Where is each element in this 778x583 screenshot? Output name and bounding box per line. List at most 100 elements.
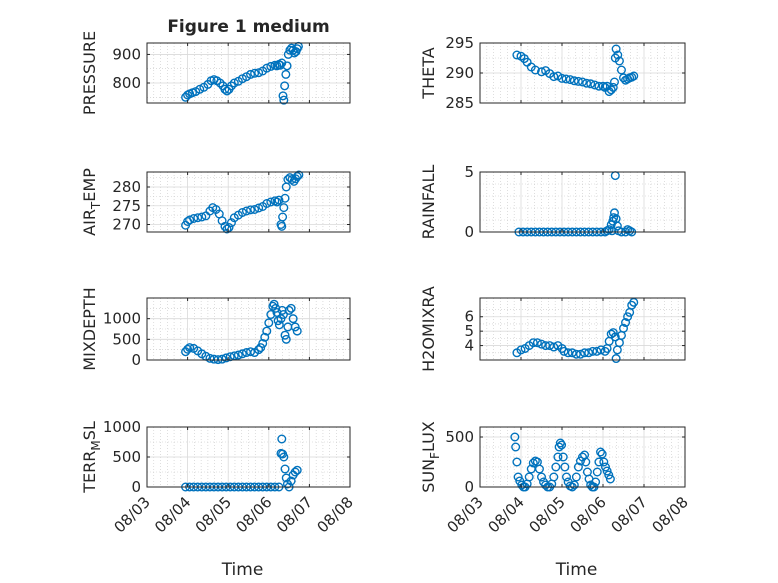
data-point [578, 77, 588, 87]
data-point [237, 349, 247, 359]
data-point [266, 310, 276, 320]
y-axis-label-subscript: M [89, 440, 103, 450]
data-point [262, 63, 272, 73]
data-point [600, 462, 610, 472]
data-point [279, 203, 289, 213]
data-point [549, 72, 559, 82]
x-tick-label: 08/06 [567, 493, 610, 536]
data-point [246, 205, 256, 215]
y-axis-label-main: SUN [419, 459, 438, 493]
scatter-series [512, 297, 639, 364]
y-tick-label: 5 [464, 322, 474, 340]
data-point [530, 65, 540, 75]
data-point [513, 472, 523, 482]
data-point [229, 78, 239, 88]
y-axis-label: TERRMSL [80, 421, 103, 494]
data-point [222, 86, 232, 96]
y-axis-label: AIRTEMP [80, 168, 103, 236]
data-point [621, 318, 631, 328]
subplot-1: 800 900 PRESSURE Figure 1 medium [80, 17, 351, 115]
data-point [608, 82, 618, 92]
y-tick-label: 285 [445, 94, 474, 112]
y-axis-label: PRESSURE [80, 31, 99, 115]
data-point [592, 467, 602, 477]
data-point [555, 438, 565, 448]
y-axis-label-subscript: F [428, 452, 442, 459]
data-point [582, 78, 592, 88]
data-point [524, 472, 534, 482]
data-point [516, 345, 526, 355]
y-axis-label: THETA [419, 47, 438, 99]
data-point [532, 338, 542, 348]
x-tick-label: 08/08 [649, 493, 692, 536]
scatter-series [181, 41, 303, 105]
data-point [606, 85, 616, 95]
data-point [597, 449, 607, 459]
subplot-6: 456 H2OMIXRA [419, 286, 686, 372]
data-point [567, 348, 577, 358]
data-point [580, 348, 590, 358]
data-point [604, 470, 614, 480]
data-point [551, 462, 561, 472]
x-tick-label: 08/08 [314, 493, 357, 536]
chart-title: Figure 1 medium [167, 17, 329, 37]
data-point [254, 68, 264, 78]
y-tick-label: 500 [445, 428, 474, 446]
x-tick-label: 08/04 [151, 493, 194, 536]
data-point [278, 212, 288, 222]
data-point [286, 476, 296, 486]
x-tick-label: 08/05 [526, 493, 569, 536]
data-point [286, 303, 296, 313]
data-point [221, 353, 231, 363]
data-point [280, 330, 290, 340]
data-point [262, 326, 272, 336]
data-point [510, 432, 520, 442]
data-point [557, 73, 567, 83]
y-tick-label: 0 [131, 478, 141, 496]
y-tick-label: 6 [464, 308, 474, 326]
data-point [596, 447, 606, 457]
data-point [281, 334, 291, 344]
data-point [575, 349, 585, 359]
data-point [292, 326, 302, 336]
data-point [610, 332, 620, 342]
y-axis-label: H2OMIXRA [419, 286, 438, 372]
data-point [278, 310, 288, 320]
data-point [284, 305, 294, 315]
data-point [274, 320, 284, 330]
data-point [226, 218, 236, 228]
scatter-series [512, 44, 639, 97]
data-point [217, 354, 227, 364]
data-point [565, 75, 575, 85]
data-point [534, 464, 544, 474]
y-tick-label: 280 [112, 178, 141, 196]
data-point [581, 457, 591, 467]
data-point [605, 474, 615, 484]
data-point [612, 221, 622, 231]
y-tick-label: 0 [131, 351, 141, 369]
data-point [512, 50, 522, 60]
y-axis-label: MIXDEPTH [80, 287, 99, 370]
data-point [557, 440, 567, 450]
data-point [584, 348, 594, 358]
data-point [292, 171, 302, 181]
subplot-4: 0 5 RAINFALL [419, 163, 686, 241]
data-point [288, 314, 298, 324]
data-point [537, 472, 547, 482]
x-tick-label: 08/07 [273, 493, 316, 536]
scatter-series [181, 170, 304, 234]
data-point [274, 195, 284, 205]
data-point [193, 213, 203, 223]
data-point [569, 480, 579, 490]
y-axis-label-main: AIR [80, 209, 99, 236]
data-point [613, 50, 623, 60]
data-point [183, 344, 193, 354]
axes-box [146, 297, 351, 361]
x-tick-label: 08/04 [485, 493, 528, 536]
y-tick-label: 500 [112, 330, 141, 348]
data-point [619, 323, 629, 333]
y-tick-label: 0 [464, 478, 474, 496]
